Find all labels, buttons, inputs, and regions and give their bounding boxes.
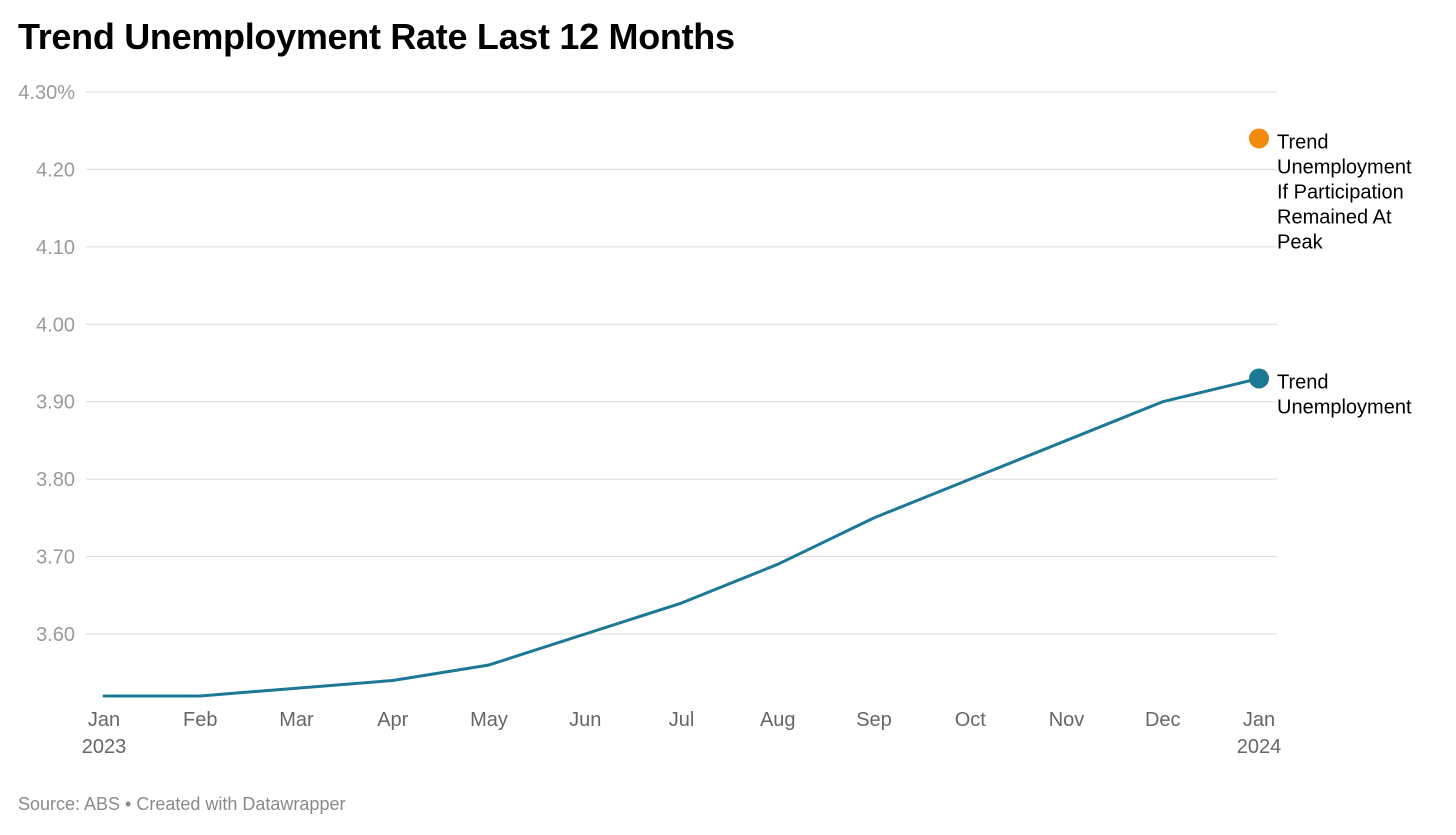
chart-title: Trend Unemployment Rate Last 12 Months <box>18 16 735 57</box>
x-tick-label: Jan <box>88 709 120 731</box>
series-label: Trend <box>1277 131 1329 153</box>
x-tick-label: Jan <box>1243 709 1275 731</box>
x-tick-label: Jun <box>569 709 601 731</box>
y-tick-label: 4.20 <box>36 159 75 181</box>
y-tick-label: 3.70 <box>36 547 75 569</box>
x-tick-label: Sep <box>856 709 892 731</box>
end-point-trend-unemployment <box>1249 368 1269 389</box>
source-note: Source: ABS • Created with Datawrapper <box>18 794 346 814</box>
x-axis-ticks: Jan 2023 Feb Mar Apr May Jun Jul Aug Sep Oct Nov Dec… <box>82 709 1282 758</box>
series-line-trend-unemployment <box>102 376 1261 698</box>
y-tick-label: 3.80 <box>36 469 75 491</box>
x-tick-label: Aug <box>760 709 796 731</box>
series <box>102 128 1269 698</box>
x-tick-label: Apr <box>377 709 408 731</box>
x-tick-label: Feb <box>183 709 217 731</box>
x-tick-label: Oct <box>955 709 987 731</box>
y-tick-label: 4.30% <box>18 82 75 104</box>
y-tick-label: 3.60 <box>36 624 75 646</box>
series-label: Peak <box>1277 231 1324 253</box>
point-trend-if-participation-peak <box>1249 128 1269 149</box>
y-axis-ticks: 4.30% 4.20 4.10 4.00 3.90 3.80 3.70 3.60 <box>18 82 75 646</box>
x-tick-label: Jul <box>669 709 695 731</box>
x-tick-label: May <box>470 709 508 731</box>
y-tick-label: 4.10 <box>36 237 75 259</box>
series-label: Unemployment <box>1277 396 1412 418</box>
series-label: If Participation <box>1277 181 1404 203</box>
x-tick-year-label: 2024 <box>1237 736 1282 758</box>
y-tick-label: 4.00 <box>36 314 75 336</box>
gridlines <box>86 91 1277 635</box>
x-tick-label: Mar <box>279 709 314 731</box>
series-labels: Trend Unemployment Trend Unemployment If Par… <box>1277 131 1412 418</box>
x-tick-year-label: 2023 <box>82 736 127 758</box>
x-tick-label: Nov <box>1049 709 1085 731</box>
x-tick-label: Dec <box>1145 709 1181 731</box>
series-label: Trend <box>1277 371 1329 393</box>
series-label: Unemployment <box>1277 156 1412 178</box>
series-label: Remained At <box>1277 206 1392 228</box>
y-tick-label: 3.90 <box>36 392 75 414</box>
